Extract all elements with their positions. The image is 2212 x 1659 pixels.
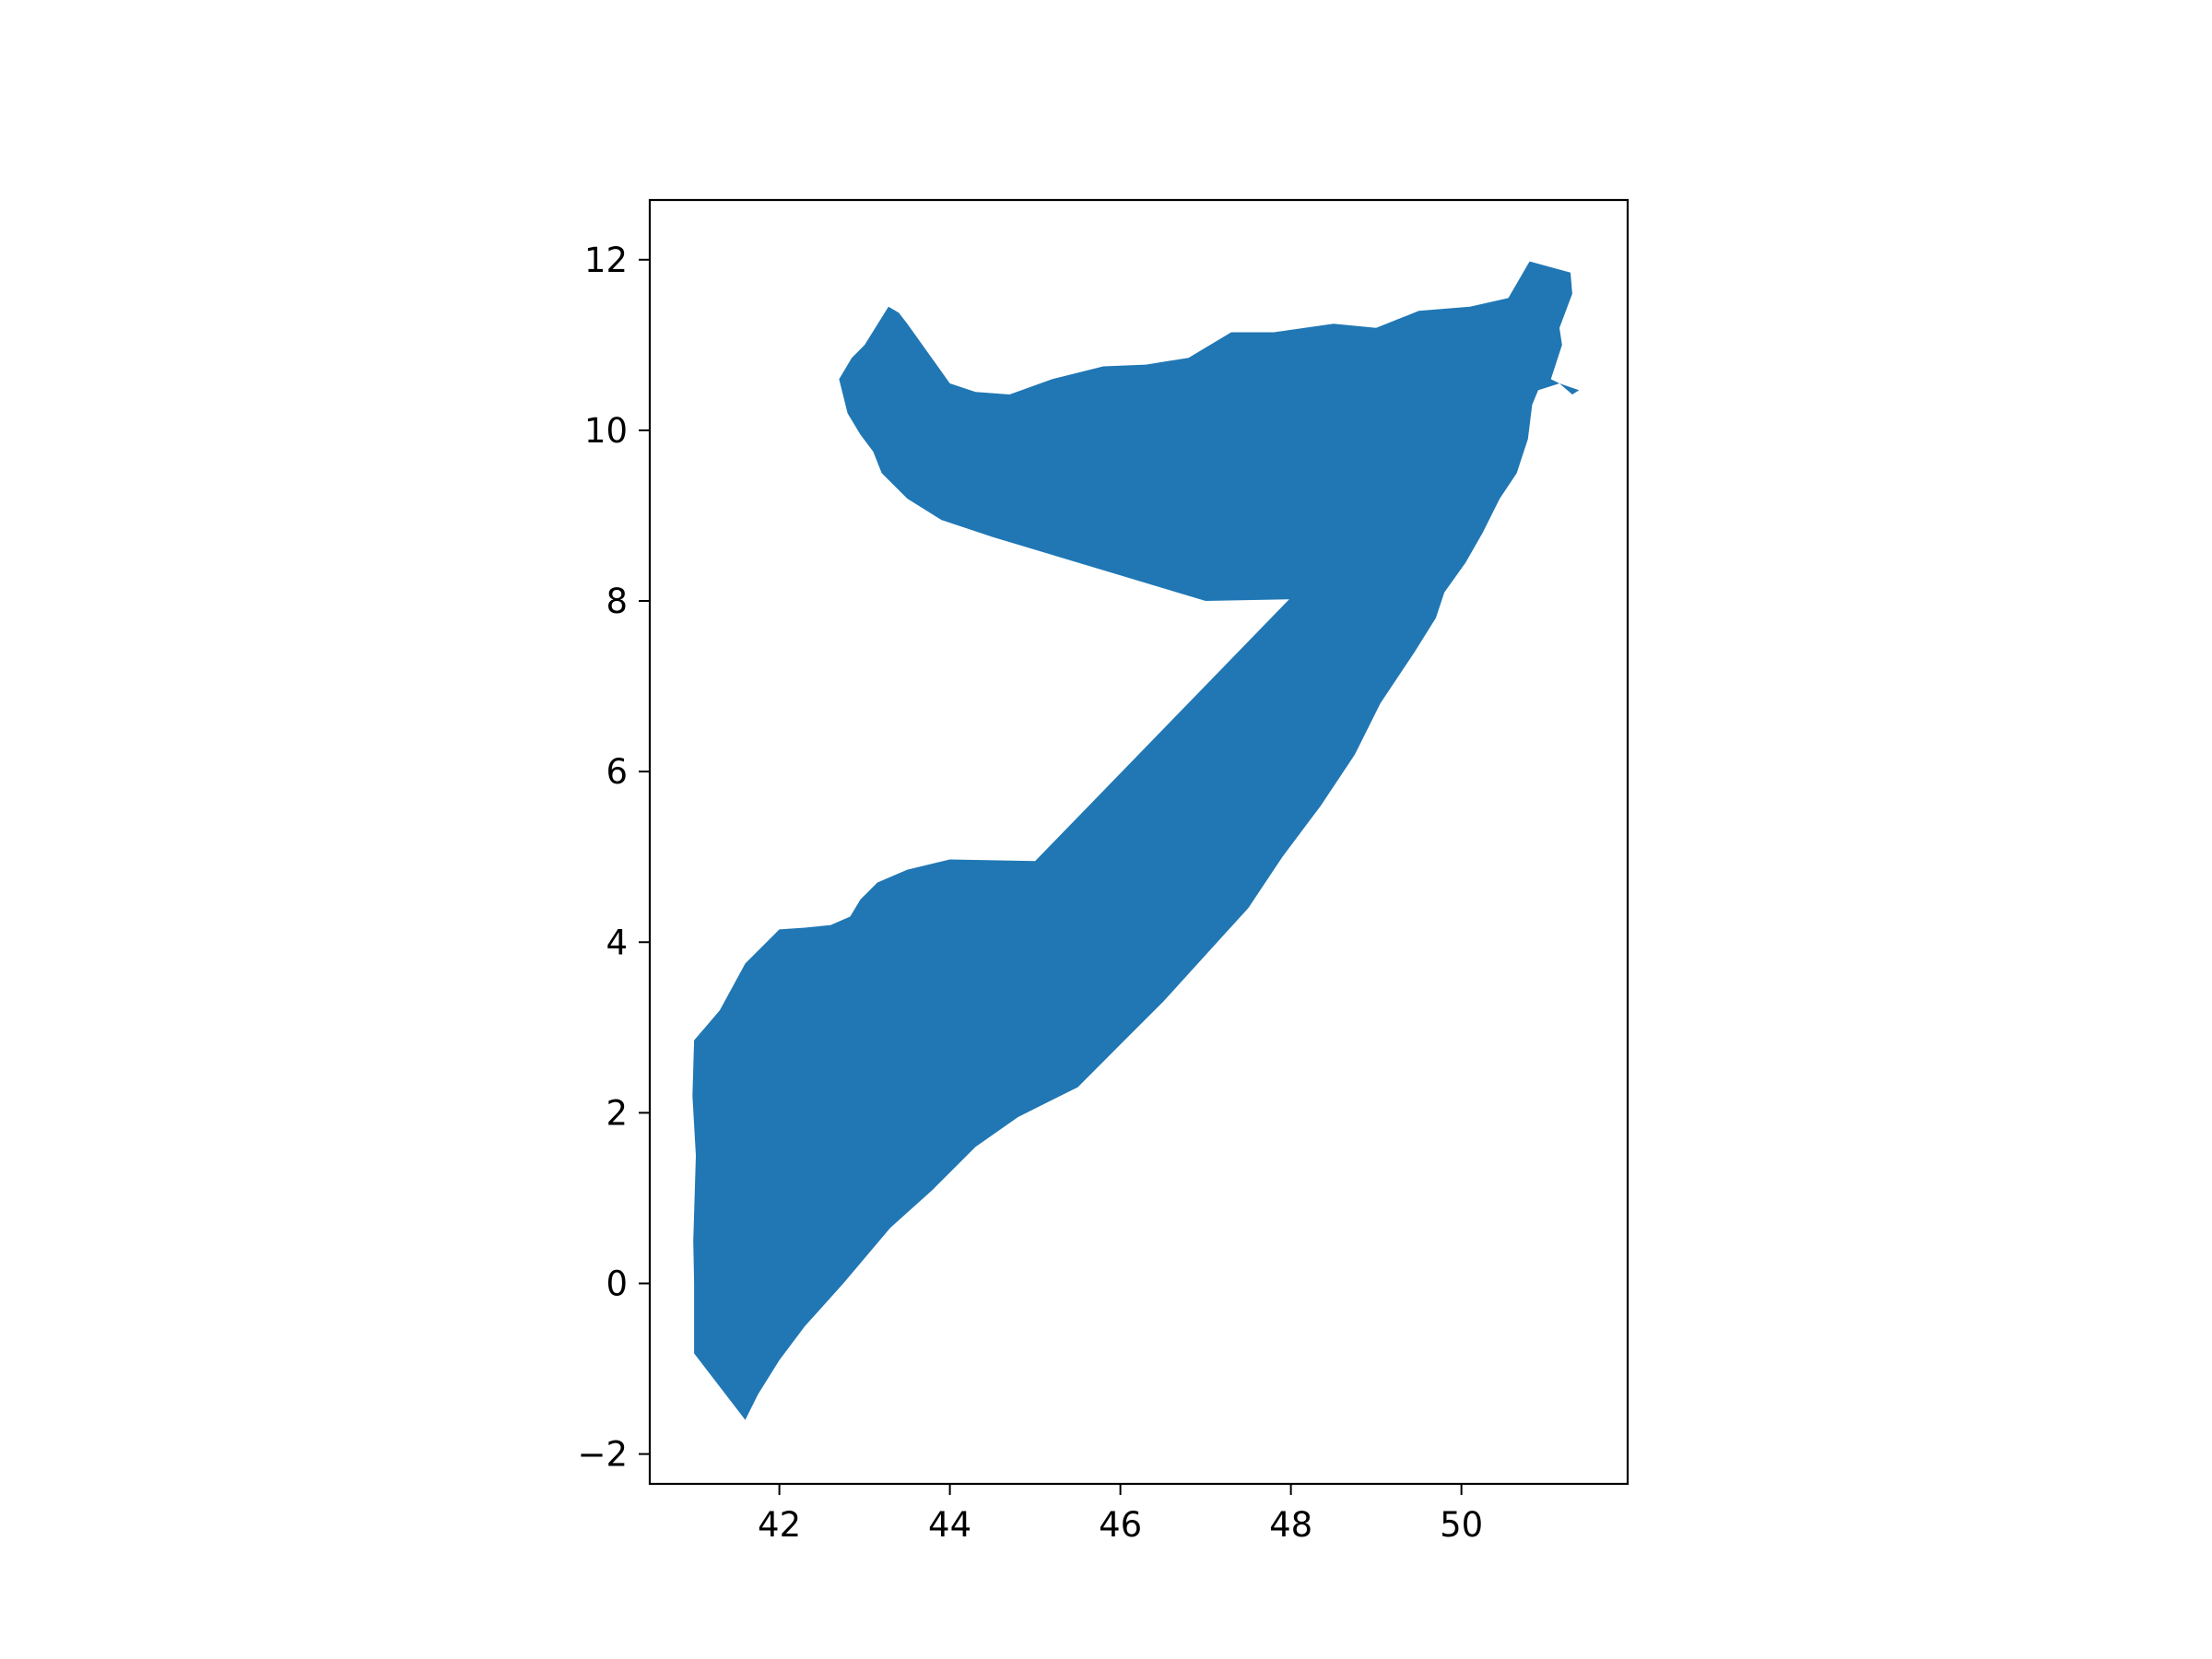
axes-frame <box>648 198 1630 1486</box>
map-region-main <box>692 261 1580 1420</box>
y-tick-label: 4 <box>606 923 628 962</box>
y-tick-label: 10 <box>584 411 628 451</box>
y-tick-label: 2 <box>606 1093 628 1133</box>
y-tick-label: 6 <box>606 752 628 792</box>
x-tick-label: 42 <box>758 1505 801 1545</box>
y-axis-ticks: −2 0 2 4 6 8 10 12 <box>577 241 650 1475</box>
x-tick-label: 44 <box>928 1505 971 1545</box>
y-tick-label: −2 <box>577 1435 628 1475</box>
y-tick-label: 8 <box>606 582 628 621</box>
x-axis-ticks: 42 44 46 48 50 <box>758 1484 1483 1545</box>
y-tick-label: 0 <box>606 1264 628 1303</box>
y-tick-label: 12 <box>584 241 628 280</box>
x-tick-label: 48 <box>1269 1505 1312 1545</box>
x-tick-label: 46 <box>1099 1505 1142 1545</box>
map-shapes <box>692 261 1580 1420</box>
x-tick-label: 50 <box>1440 1505 1483 1545</box>
